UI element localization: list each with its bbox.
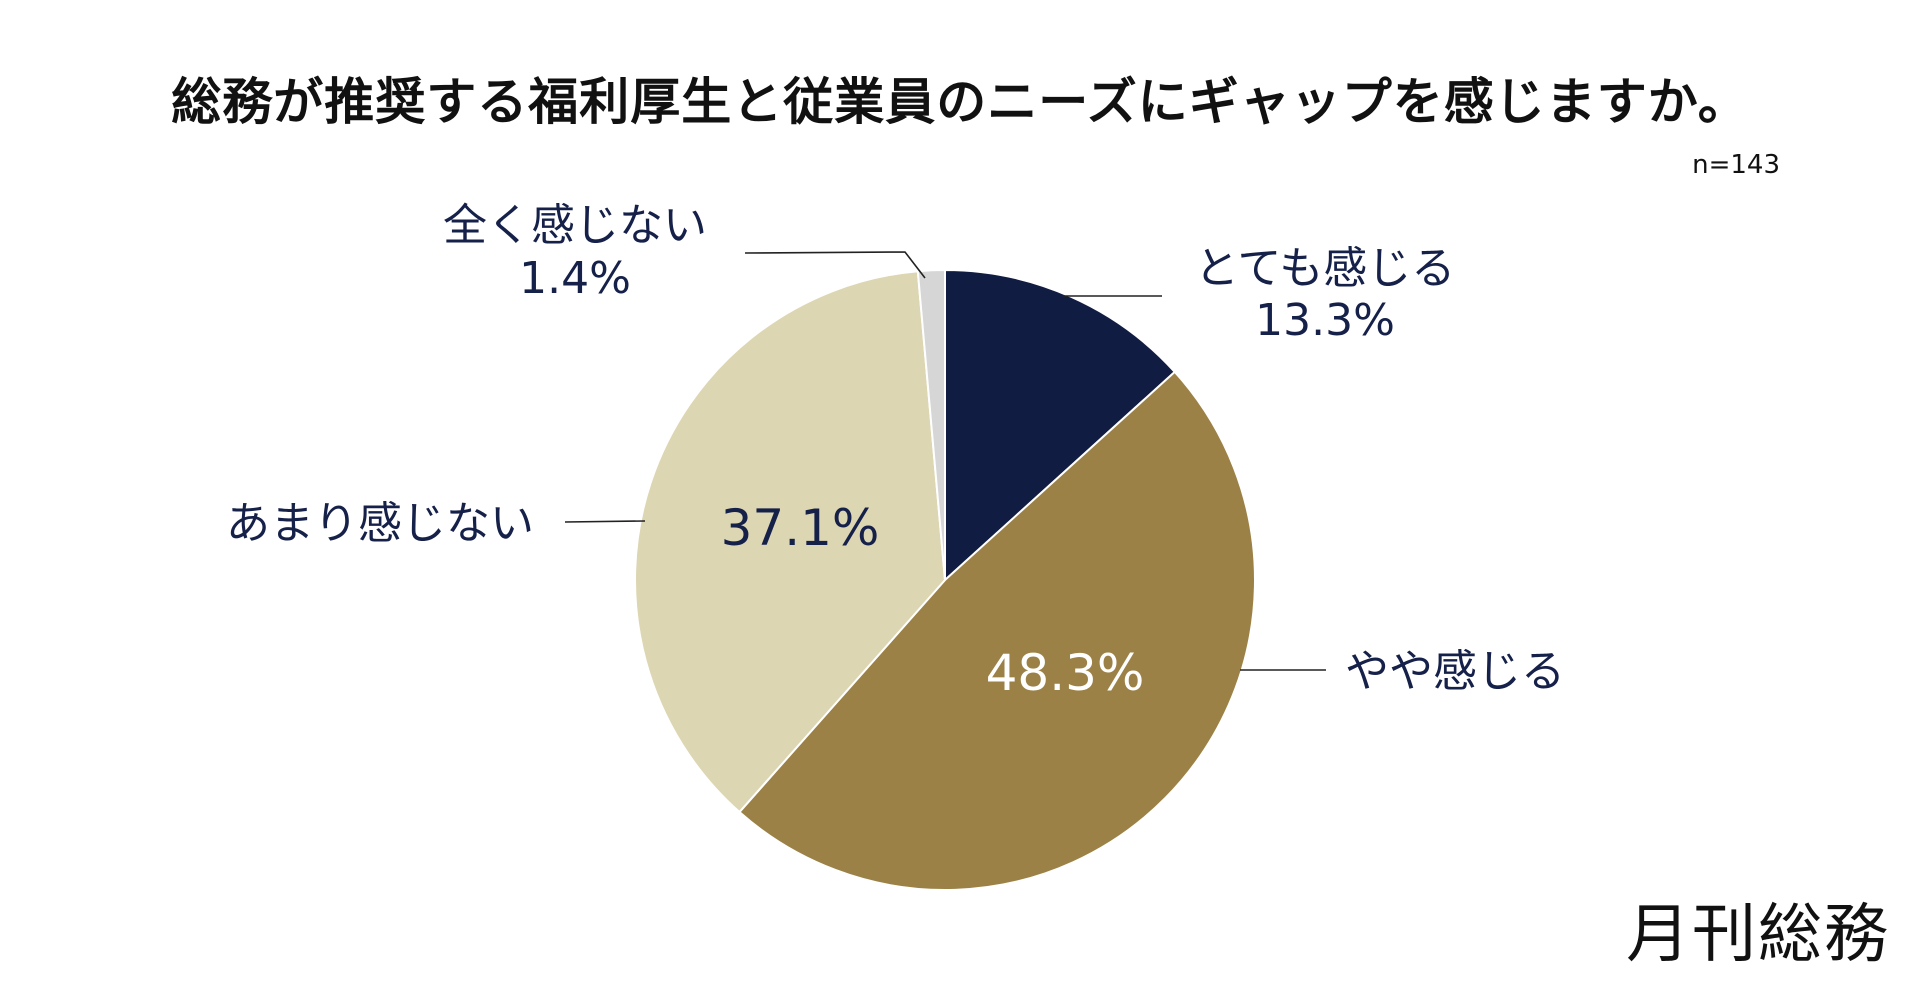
brand-logo: 月刊総務: [1626, 898, 1890, 972]
slice-category-label: とても感じる: [1195, 243, 1455, 294]
leader-line: [744, 251, 926, 279]
leader-line: [564, 520, 646, 523]
slice-category-label: やや感じる: [1345, 646, 1565, 697]
pie-slice: [916, 268, 946, 581]
slice-value-label: 37.1%: [721, 499, 880, 557]
leader-lines: [564, 251, 1326, 671]
slice-value-label: 48.3%: [986, 644, 1145, 702]
slice-category-label: 全く感じない: [443, 200, 707, 251]
pie-slices: [634, 268, 1256, 891]
slice-value-label: 13.3%: [1255, 295, 1395, 346]
pie-slice: [738, 370, 1256, 891]
slice-value-label: 1.4%: [519, 253, 631, 304]
sample-size: n=143: [1692, 150, 1780, 180]
slice-category-label: あまり感じない: [226, 498, 534, 549]
chart-title: 総務が推奨する福利厚生と従業員のニーズにギャップを感じますか。: [171, 73, 1749, 131]
pie-slice: [634, 270, 947, 814]
